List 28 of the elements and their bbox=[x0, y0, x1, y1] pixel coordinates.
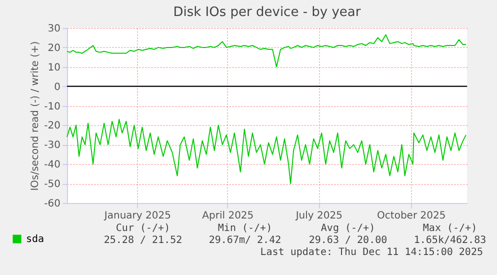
text: Avg (-/+) bbox=[320, 223, 376, 234]
y-tick-label: 20 bbox=[48, 42, 60, 54]
text: Min (-/+) bbox=[218, 223, 272, 234]
line-series bbox=[66, 34, 466, 68]
text: 1.65k/462.83 bbox=[414, 235, 486, 246]
x-tick-label: July 2025 bbox=[294, 210, 342, 222]
text: Cur (-/+) bbox=[116, 223, 170, 234]
text: Last update: Thu Dec 11 14:15:00 2025 bbox=[260, 247, 483, 258]
x-tick-label: October 2025 bbox=[377, 210, 446, 222]
text: 29.63 / 20.00 bbox=[308, 235, 388, 246]
y-tick-label: -10 bbox=[44, 101, 60, 112]
x-tick-label: January 2025 bbox=[103, 210, 171, 222]
y-tick-label: 0 bbox=[54, 82, 60, 93]
x-tick-label: April 2025 bbox=[202, 210, 254, 222]
y-tick-label: -50 bbox=[44, 179, 60, 190]
y-tick-label: 10 bbox=[48, 62, 60, 74]
y-tick-label: -40 bbox=[44, 160, 60, 171]
legend-label: sda bbox=[26, 234, 44, 245]
text: 29.67m/ 2.42 bbox=[208, 235, 282, 246]
y-tick-label: -20 bbox=[44, 120, 60, 132]
line-series bbox=[66, 118, 466, 184]
text: Max (-/+) bbox=[422, 223, 478, 234]
chart-title: Disk IOs per device - by year bbox=[173, 5, 362, 20]
y-tick-label: 30 bbox=[48, 24, 60, 34]
y-tick-label: -30 bbox=[44, 140, 60, 152]
text: 25.28 / 21.52 bbox=[104, 235, 182, 246]
y-axis-title: IOs/second read (-) / write (+) bbox=[30, 41, 42, 191]
y-tick-label: -60 bbox=[44, 198, 60, 210]
